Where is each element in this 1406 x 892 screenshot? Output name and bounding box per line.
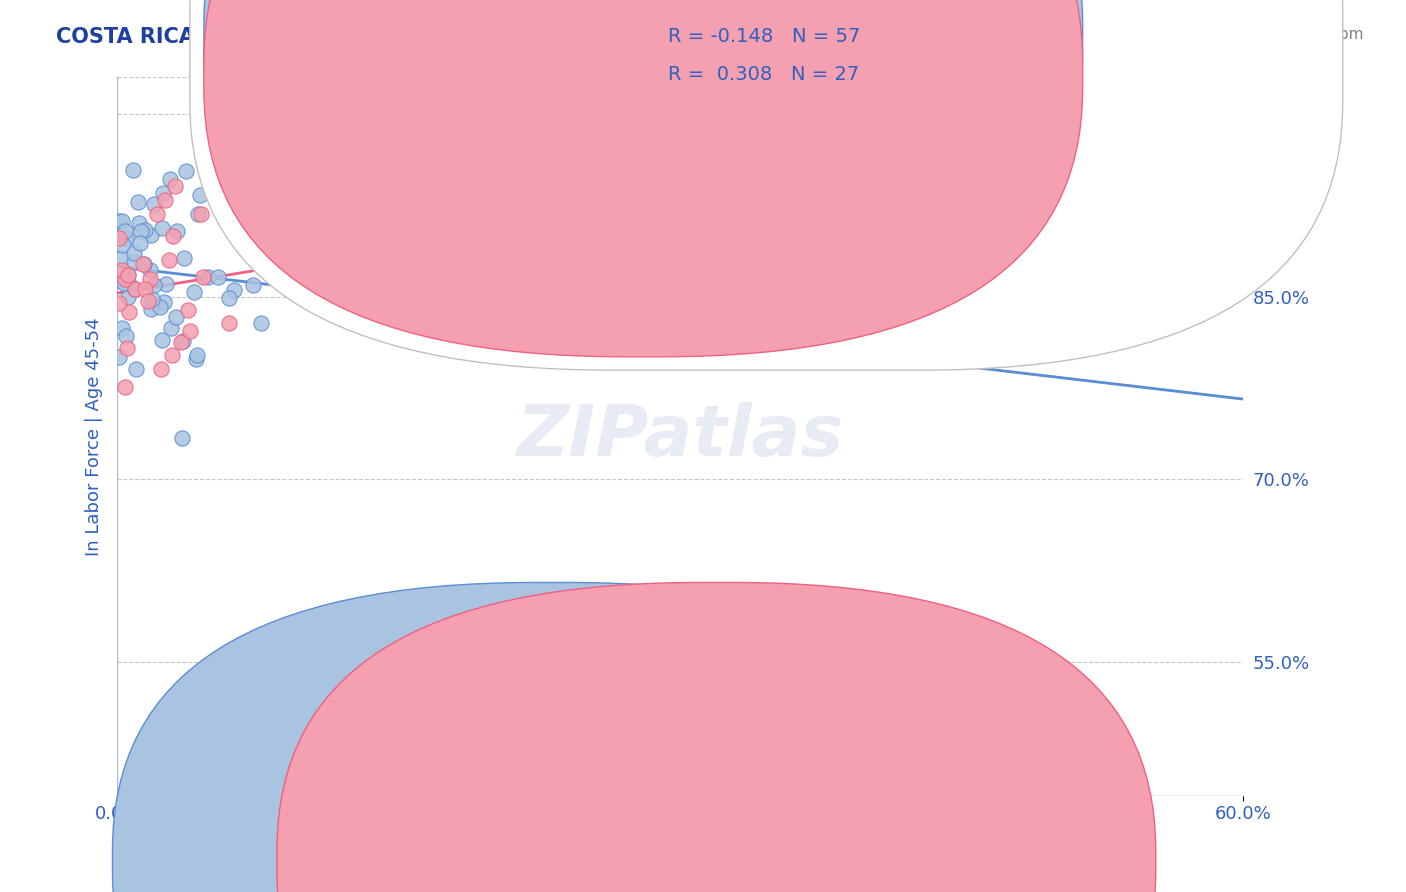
- Point: [122, 255, 145, 269]
- Point: [184, 351, 207, 366]
- Point: [153, 193, 176, 207]
- Point: [115, 231, 138, 245]
- Point: [114, 224, 136, 238]
- Point: [152, 186, 174, 201]
- Point: [150, 333, 173, 347]
- Point: [134, 283, 156, 297]
- Point: [187, 207, 209, 221]
- Point: [179, 324, 201, 338]
- Point: [142, 196, 165, 211]
- Point: [112, 276, 135, 290]
- Point: [138, 262, 160, 277]
- Point: [141, 293, 163, 307]
- Point: [108, 350, 131, 364]
- Point: [111, 238, 134, 252]
- Point: [160, 321, 183, 335]
- Point: [150, 362, 173, 376]
- Point: [149, 300, 172, 314]
- Text: R =  0.308   N = 27: R = 0.308 N = 27: [668, 65, 859, 85]
- Point: [127, 194, 149, 209]
- Point: [111, 251, 134, 265]
- Point: [159, 172, 181, 186]
- Point: [176, 164, 198, 178]
- Point: [191, 270, 214, 285]
- Text: South Africans: South Africans: [741, 853, 872, 871]
- Point: [108, 273, 131, 287]
- Point: [111, 262, 134, 277]
- Point: [124, 282, 146, 296]
- Point: [153, 295, 176, 310]
- Point: [118, 304, 141, 318]
- Point: [129, 224, 152, 238]
- Point: [108, 213, 131, 227]
- Point: [124, 282, 146, 296]
- Text: COSTA RICAN VS SOUTH AFRICAN IN LABOR FORCE | AGE 45-54 CORRELATION CHART: COSTA RICAN VS SOUTH AFRICAN IN LABOR FO…: [56, 27, 1052, 48]
- Point: [197, 269, 219, 284]
- Point: [124, 361, 146, 376]
- Point: [146, 207, 169, 221]
- Point: [136, 294, 159, 309]
- Point: [224, 283, 246, 297]
- Point: [183, 285, 205, 299]
- Point: [157, 253, 180, 268]
- Point: [129, 236, 152, 251]
- Point: [207, 270, 229, 285]
- Point: [139, 228, 162, 243]
- Y-axis label: In Labor Force | Age 45-54: In Labor Force | Age 45-54: [86, 318, 103, 556]
- Point: [218, 291, 240, 305]
- Point: [170, 431, 193, 445]
- Point: [139, 301, 162, 316]
- Point: [117, 290, 139, 304]
- Point: [117, 268, 139, 282]
- Point: [177, 303, 200, 318]
- Point: [166, 223, 188, 237]
- Text: ZIPatlas: ZIPatlas: [516, 402, 844, 471]
- Point: [114, 380, 136, 394]
- Point: [114, 329, 136, 343]
- Point: [132, 257, 155, 271]
- Text: R = -0.148   N = 57: R = -0.148 N = 57: [668, 27, 860, 46]
- Point: [122, 162, 145, 177]
- Point: [131, 257, 153, 271]
- Point: [117, 341, 139, 355]
- Point: [172, 334, 194, 349]
- Point: [1119, 119, 1142, 133]
- Point: [111, 214, 134, 228]
- Point: [186, 348, 208, 362]
- Point: [218, 316, 240, 330]
- Point: [117, 268, 139, 282]
- Point: [165, 310, 187, 324]
- Point: [118, 277, 141, 292]
- Point: [188, 188, 211, 202]
- Point: [162, 348, 184, 362]
- Text: Source: ZipAtlas.com: Source: ZipAtlas.com: [1201, 27, 1364, 42]
- Point: [155, 277, 177, 291]
- Point: [250, 316, 273, 330]
- Point: [312, 227, 335, 241]
- Point: [162, 229, 184, 244]
- Point: [134, 223, 156, 237]
- Point: [108, 231, 131, 245]
- Point: [242, 277, 264, 292]
- Point: [122, 245, 145, 260]
- Point: [139, 272, 162, 286]
- Point: [170, 335, 193, 350]
- Point: [150, 220, 173, 235]
- Point: [143, 277, 166, 292]
- Point: [114, 272, 136, 286]
- Point: [173, 251, 195, 265]
- Point: [163, 178, 186, 193]
- Point: [128, 216, 150, 230]
- Point: [190, 207, 212, 221]
- Point: [110, 321, 132, 335]
- Point: [108, 296, 131, 310]
- Text: Costa Ricans: Costa Ricans: [576, 853, 693, 871]
